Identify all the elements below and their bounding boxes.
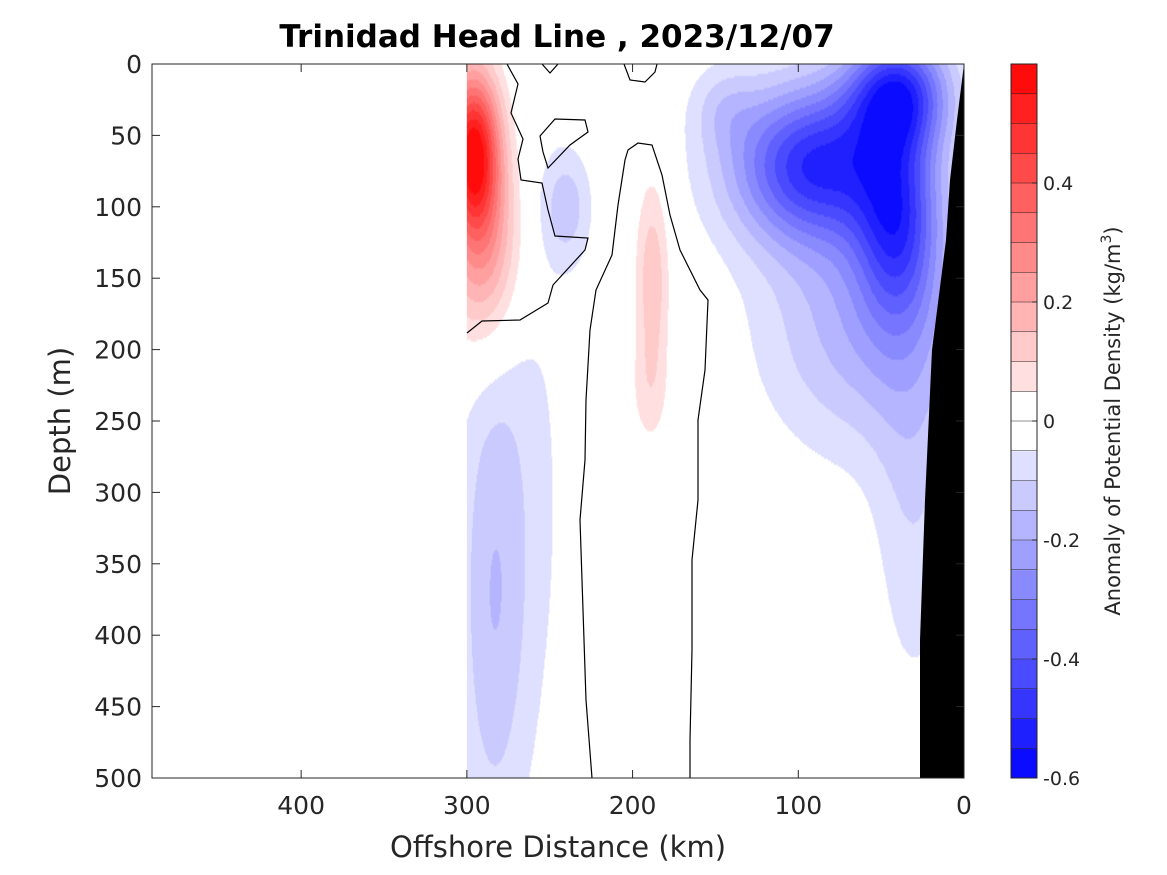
zero-contour-west (466, 64, 589, 334)
colorbar-level (1011, 599, 1037, 630)
colorbar-level (1011, 688, 1037, 719)
colorbar-tick-label: 0.2 (1043, 292, 1073, 314)
colorbar-level (1011, 391, 1037, 422)
colorbar-level (1011, 93, 1037, 124)
colorbar-level (1011, 659, 1037, 690)
zero-contour-core (579, 142, 709, 778)
colorbar-level (1011, 510, 1037, 541)
y-tick-label: 350 (94, 550, 142, 579)
colorbar-tick-label: 0 (1043, 411, 1055, 433)
colorbar-level (1011, 153, 1037, 184)
y-tick-label: 500 (94, 764, 142, 793)
colorbar-level (1011, 64, 1037, 95)
colorbar-level (1011, 361, 1037, 392)
colorbar-tick-label: -0.6 (1043, 768, 1080, 790)
x-tick-label: 400 (277, 791, 325, 820)
x-axis-label: Offshore Distance (km) (390, 830, 726, 864)
contour-fill-layer (466, 64, 964, 778)
x-tick-label: 300 (443, 791, 491, 820)
colorbar-level (1011, 212, 1037, 243)
colorbar-tick-label: -0.2 (1043, 530, 1080, 552)
density-anomaly-image (466, 64, 964, 778)
colorbar-tick-label: -0.4 (1043, 649, 1080, 671)
y-tick-label: 150 (94, 264, 142, 293)
colorbar-label: Anomaly of Potential Density (kg/m3) (1099, 226, 1125, 615)
y-axis: 0 50 100 150 200 250 300 350 400 450 500 (94, 50, 964, 793)
colorbar-level (1011, 421, 1037, 452)
colorbar-level (1011, 302, 1037, 333)
colorbar-level (1011, 540, 1037, 571)
x-axis: 400 300 200 100 0 (277, 64, 972, 820)
seafloor-bathymetry (920, 64, 964, 778)
zero-contour-layer (466, 64, 709, 778)
y-tick-label: 300 (94, 478, 142, 507)
colorbar-tick-label: 0.4 (1043, 173, 1073, 195)
colorbar-level (1011, 242, 1037, 273)
colorbar: -0.6 -0.4 -0.2 0 0.2 0.4 (1010, 63, 1080, 790)
colorbar-level (1011, 183, 1037, 214)
y-axis-label: Depth (m) (43, 347, 77, 495)
y-tick-label: 400 (94, 621, 142, 650)
colorbar-level (1011, 569, 1037, 600)
zero-contour-top-b (623, 64, 658, 83)
colorbar-level (1011, 331, 1037, 362)
colorbar-level (1011, 272, 1037, 303)
zero-contour-loop (539, 118, 589, 170)
colorbar-label-end: ) (1101, 226, 1125, 234)
colorbar-label-text: Anomaly of Potential Density (kg/m (1101, 244, 1125, 616)
zero-contour-top-a (541, 64, 559, 74)
y-tick-label: 0 (126, 50, 142, 79)
colorbar-level (1011, 629, 1037, 660)
x-tick-label: 200 (609, 791, 657, 820)
y-tick-label: 450 (94, 693, 142, 722)
chart-title: Trinidad Head Line , 2023/12/07 (279, 19, 834, 55)
y-tick-label: 250 (94, 407, 142, 436)
colorbar-level (1011, 123, 1037, 154)
y-tick-label: 200 (94, 336, 142, 365)
colorbar-level (1011, 718, 1037, 749)
x-tick-label: 0 (956, 791, 972, 820)
colorbar-level (1011, 748, 1037, 779)
y-tick-label: 50 (110, 121, 142, 150)
y-tick-label: 100 (94, 193, 142, 222)
x-tick-label: 100 (774, 791, 822, 820)
colorbar-level (1011, 450, 1037, 481)
colorbar-level (1011, 480, 1037, 511)
colorbar-label-sup: 3 (1099, 235, 1115, 244)
